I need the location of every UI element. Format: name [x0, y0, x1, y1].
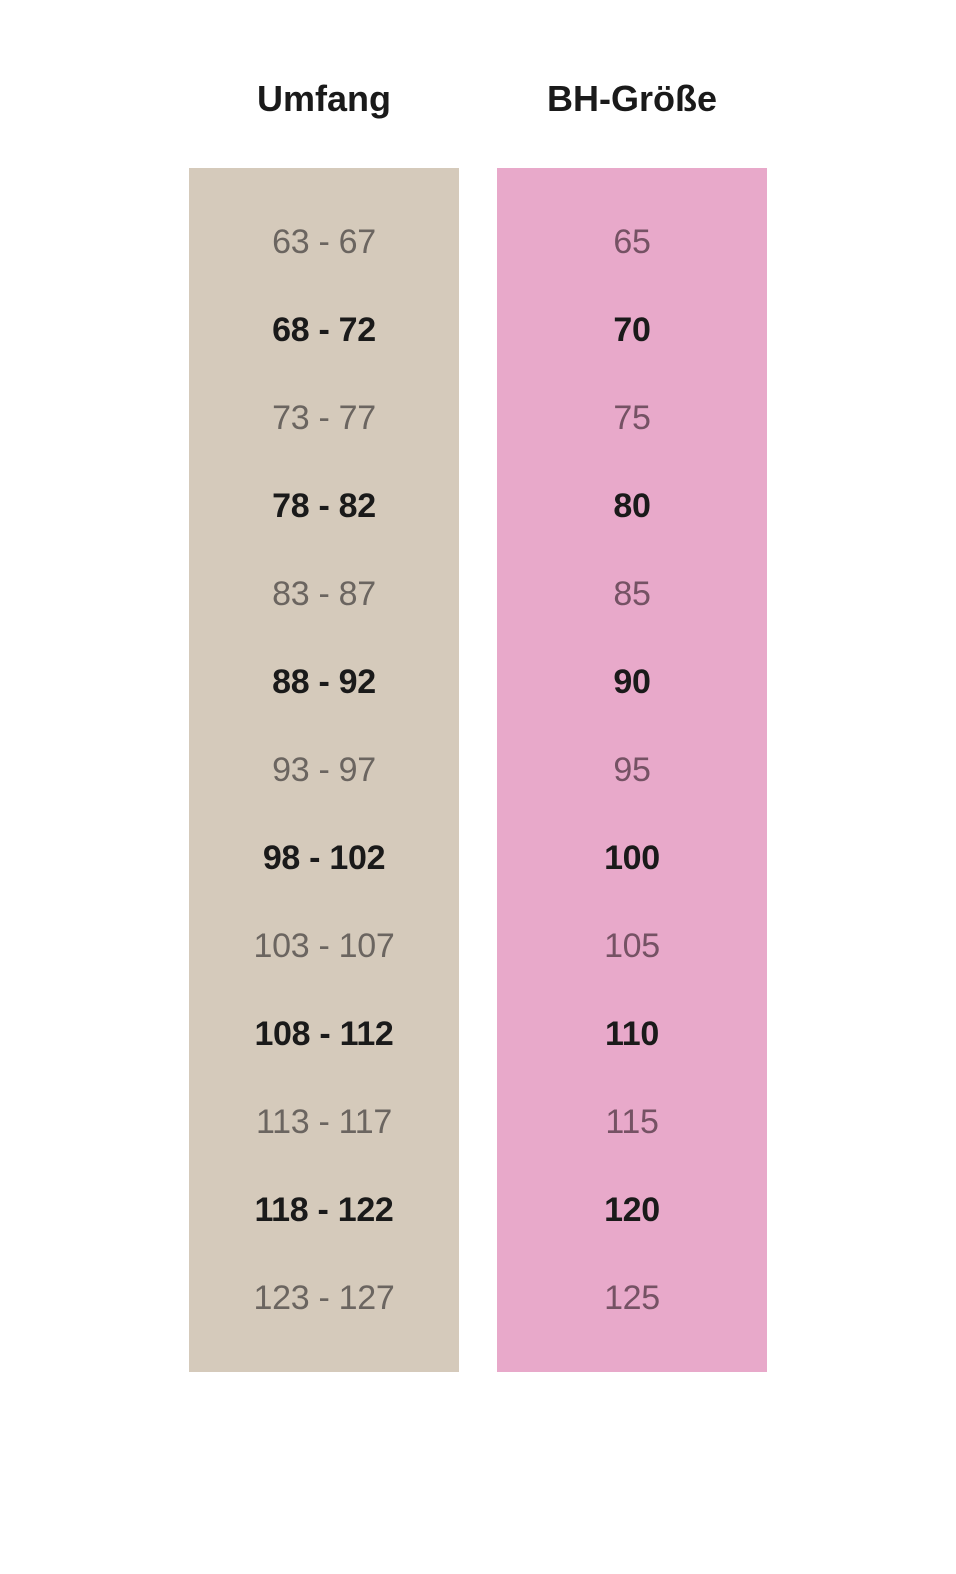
table-cell: 85 — [613, 550, 650, 638]
table-cell: 93 - 97 — [272, 726, 376, 814]
table-cell: 123 - 127 — [254, 1254, 395, 1342]
table-cell: 113 - 117 — [256, 1078, 392, 1166]
table-cell: 100 — [604, 814, 660, 902]
table-cell: 88 - 92 — [272, 638, 376, 726]
size-table: Umfang 63 - 67 68 - 72 73 - 77 78 - 82 8… — [0, 50, 956, 1372]
table-cell: 103 - 107 — [254, 902, 395, 990]
column-umfang: Umfang 63 - 67 68 - 72 73 - 77 78 - 82 8… — [189, 50, 459, 1372]
column-body-bh-groesse: 65 70 75 80 85 90 95 100 105 110 115 120… — [497, 168, 767, 1372]
table-cell: 78 - 82 — [272, 462, 376, 550]
table-cell: 68 - 72 — [272, 286, 376, 374]
column-header-umfang: Umfang — [257, 50, 391, 168]
table-cell: 70 — [613, 286, 650, 374]
table-cell: 115 — [605, 1078, 658, 1166]
table-cell: 65 — [613, 198, 650, 286]
table-cell: 90 — [613, 638, 650, 726]
table-cell: 80 — [613, 462, 650, 550]
table-cell: 118 - 122 — [254, 1166, 393, 1254]
table-cell: 110 — [605, 990, 659, 1078]
table-cell: 73 - 77 — [272, 374, 376, 462]
column-body-umfang: 63 - 67 68 - 72 73 - 77 78 - 82 83 - 87 … — [189, 168, 459, 1372]
table-cell: 83 - 87 — [272, 550, 376, 638]
column-bh-groesse: BH-Größe 65 70 75 80 85 90 95 100 105 11… — [497, 50, 767, 1372]
column-header-bh-groesse: BH-Größe — [547, 50, 717, 168]
table-cell: 120 — [604, 1166, 660, 1254]
table-cell: 125 — [604, 1254, 660, 1342]
table-cell: 98 - 102 — [263, 814, 385, 902]
table-cell: 75 — [613, 374, 650, 462]
table-cell: 105 — [604, 902, 660, 990]
table-cell: 108 - 112 — [254, 990, 393, 1078]
table-cell: 63 - 67 — [272, 198, 376, 286]
table-cell: 95 — [613, 726, 650, 814]
